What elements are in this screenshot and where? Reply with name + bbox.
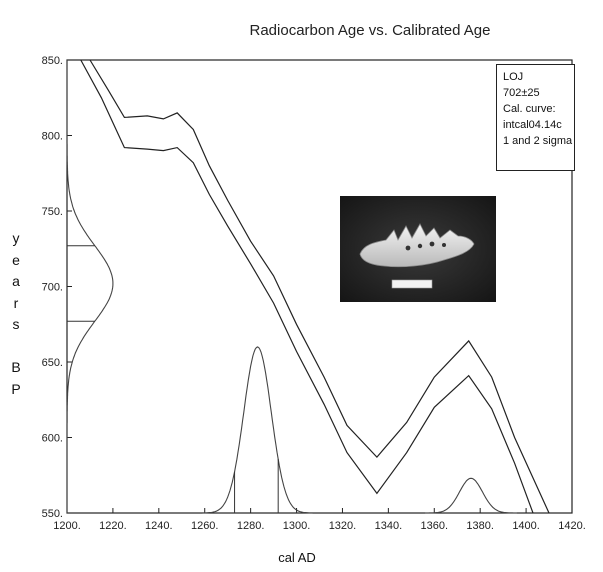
y-tick-label: 550.	[42, 508, 63, 520]
x-tick-label: 1300.	[283, 520, 311, 532]
x-tick-label: 1420.	[558, 520, 586, 532]
x-tick-label: 1400.	[512, 520, 540, 532]
legend-box: LOJ 702±25 Cal. curve: intcal04.14c 1 an…	[496, 64, 575, 171]
y-axis-label-char: a	[12, 273, 20, 289]
calibrated-distribution-peak-2	[425, 477, 517, 514]
tick-label-layer: 1200. 1220. 1240. 1260. 1280. 1300. 1320. 1340.…	[42, 55, 586, 532]
chart-title: Radiocarbon Age vs. Calibrated Age	[249, 22, 491, 39]
y-axis-label-char: s	[12, 316, 20, 332]
x-tick-label: 1380.	[466, 520, 494, 532]
legend-line-sigma: 1 and 2 sigma	[503, 135, 573, 147]
x-tick-label: 1200.	[53, 520, 81, 532]
y-axis-label-char: e	[12, 251, 20, 268]
x-tick-label: 1360.	[421, 520, 449, 532]
y-axis-label-char: r	[13, 294, 19, 311]
y-tick-label: 750.	[42, 206, 63, 218]
y-tick-label: 600.	[42, 433, 63, 445]
y-axis-label-char: P	[11, 380, 21, 397]
x-tick-label: 1320.	[329, 520, 357, 532]
distribution-layer	[66, 60, 517, 514]
y-tick-label: 650.	[42, 357, 63, 369]
x-axis-label: cal AD	[278, 550, 316, 565]
x-tick-label: 1240.	[145, 520, 173, 532]
calibration-curve-upper	[89, 59, 550, 514]
x-tick-label: 1280.	[237, 520, 265, 532]
y-axis-label-char: B	[11, 359, 21, 375]
x-tick-label: 1260.	[191, 520, 219, 532]
x-tick-label: 1340.	[375, 520, 403, 532]
legend-line-curve-name: intcal04.14c	[503, 119, 562, 131]
y-axis-label-char: y	[12, 230, 20, 246]
x-tick-label: 1220.	[99, 520, 127, 532]
legend-line-sample: LOJ	[503, 71, 524, 83]
jaw-specimen-photo	[340, 196, 496, 302]
y-tick-label: 700.	[42, 282, 63, 294]
calibrated-distribution-peak-1	[202, 346, 313, 514]
radiocarbon-distribution-line	[66, 60, 114, 513]
axes-layer	[66, 59, 573, 514]
calibration-curve-lower	[80, 59, 534, 514]
y-tick-label: 800.	[42, 131, 63, 143]
legend-line-curve-label: Cal. curve:	[503, 103, 556, 115]
calibration-curve-layer	[80, 59, 550, 514]
y-tick-label: 850.	[42, 55, 63, 67]
legend-line-age: 702±25	[503, 87, 540, 99]
y-axis-label: y e a r s B P	[6, 228, 26, 400]
